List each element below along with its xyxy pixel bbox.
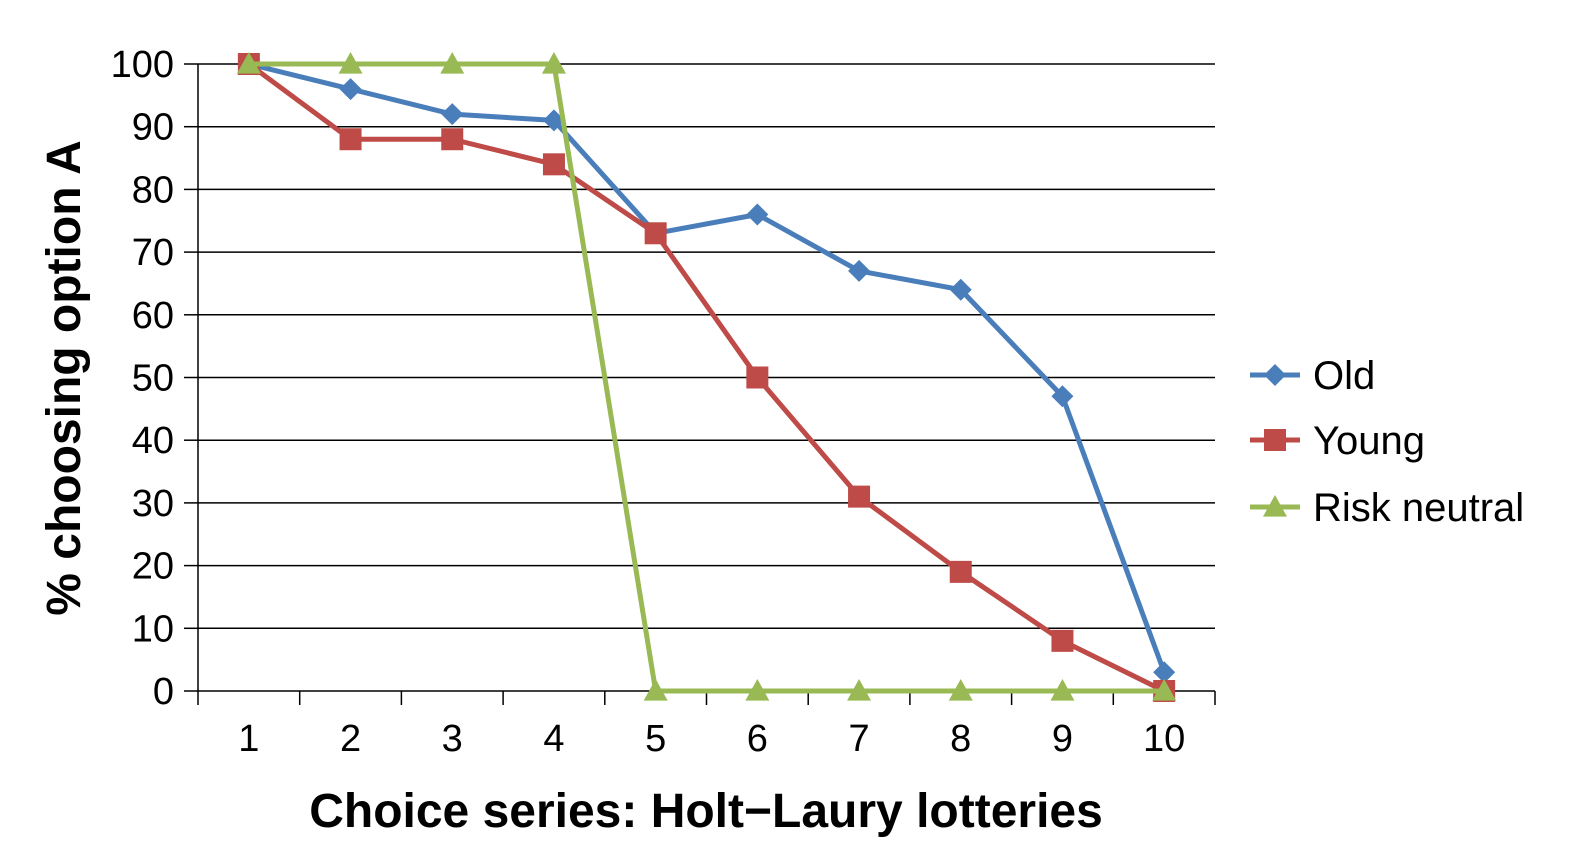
legend-label-risk-neutral: Risk neutral — [1313, 486, 1524, 530]
data-point-risk-neutral — [1152, 679, 1177, 701]
y-tick-label: 60 — [132, 295, 174, 337]
data-point-young — [1051, 629, 1074, 652]
y-tick-label: 70 — [132, 232, 174, 274]
data-point-old — [848, 259, 871, 282]
series-risk-neutral — [236, 52, 1177, 701]
series-old — [237, 53, 1176, 684]
legend-marker-young — [1264, 429, 1286, 451]
data-point-risk-neutral — [440, 52, 465, 74]
x-axis-title: Choice series: Holt−Laury lotteries — [309, 785, 1103, 838]
data-point-old — [542, 109, 565, 132]
x-tick-label: 7 — [848, 718, 869, 760]
data-point-young — [542, 153, 565, 176]
data-point-young — [644, 222, 667, 245]
axes: 0 10 20 30 40 50 60 70 80 90 100 1 2 3 4 5 6 7 8 9 10 — [111, 44, 1216, 760]
x-tick-label: 1 — [238, 718, 259, 760]
x-tick-label: 2 — [340, 718, 361, 760]
legend-marker-risk-neutral — [1263, 495, 1287, 517]
data-point-young — [848, 485, 871, 508]
x-tick-label: 8 — [950, 718, 971, 760]
y-tick-label: 90 — [132, 107, 174, 149]
y-tick-label: 80 — [132, 169, 174, 211]
data-point-old — [1153, 661, 1176, 684]
data-point-risk-neutral — [541, 52, 566, 74]
data-point-old — [441, 103, 464, 126]
series-line-risk-neutral — [248, 61, 1165, 694]
data-point-old — [1051, 385, 1074, 408]
data-point-young — [441, 128, 464, 151]
data-point-risk-neutral — [643, 679, 668, 701]
data-point-risk-neutral — [847, 679, 872, 701]
y-tick-label: 30 — [132, 483, 174, 525]
data-point-risk-neutral — [745, 679, 770, 701]
x-tick-label: 6 — [747, 718, 768, 760]
y-axis-title: % choosing option A — [38, 140, 91, 616]
data-point-young — [339, 128, 362, 151]
legend-label-young: Young — [1313, 419, 1425, 463]
series-line-old — [248, 61, 1167, 674]
legend-label-old: Old — [1313, 354, 1375, 398]
data-point-risk-neutral — [1050, 679, 1075, 701]
data-point-young — [746, 366, 769, 389]
x-tick-label: 9 — [1052, 718, 1073, 760]
legend-marker-old — [1264, 364, 1286, 386]
series-young — [237, 53, 1176, 702]
data-point-old — [746, 203, 769, 226]
legend-item-old: Old — [1250, 354, 1375, 398]
legend: Old Young Risk neutral — [1250, 354, 1524, 530]
data-point-risk-neutral — [236, 52, 261, 74]
y-tick-label: 50 — [132, 358, 174, 400]
y-tick-label: 20 — [132, 546, 174, 588]
x-tick-label: 10 — [1143, 718, 1185, 760]
data-point-young — [949, 560, 972, 583]
y-tick-label: 100 — [111, 44, 174, 86]
x-tick-label: 4 — [543, 718, 564, 760]
y-tick-label: 40 — [132, 420, 174, 462]
x-tick-label: 3 — [442, 718, 463, 760]
data-point-old — [339, 78, 362, 101]
data-point-risk-neutral — [948, 679, 973, 701]
series-line-young — [247, 61, 1166, 694]
data-point-old — [949, 278, 972, 301]
x-tick-label: 5 — [645, 718, 666, 760]
gridlines — [198, 63, 1215, 630]
data-point-risk-neutral — [338, 52, 363, 74]
y-tick-label: 0 — [153, 671, 174, 713]
series-group — [236, 52, 1177, 702]
y-tick-label: 10 — [132, 608, 174, 650]
legend-item-risk-neutral: Risk neutral — [1250, 486, 1524, 530]
legend-item-young: Young — [1250, 419, 1425, 463]
